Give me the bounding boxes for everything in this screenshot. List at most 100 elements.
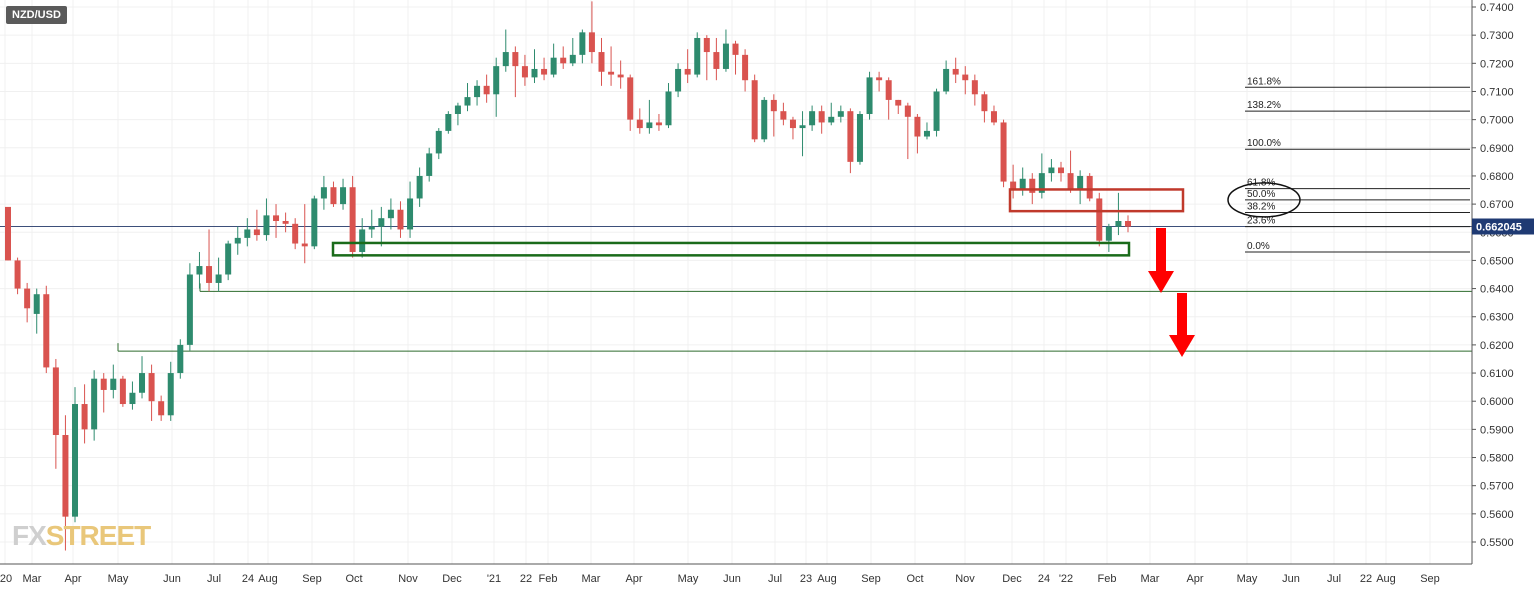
- candle-body: [368, 226, 375, 230]
- y-tick-label: 0.6400: [1480, 284, 1514, 296]
- fib-label: 138.2%: [1247, 100, 1281, 111]
- candle-body: [282, 221, 289, 224]
- x-tick-label: Oct: [345, 573, 362, 585]
- candle-body: [847, 111, 854, 162]
- candle-body: [923, 130, 930, 137]
- x-tick-label: May: [1237, 573, 1258, 585]
- fib-label: 23.6%: [1247, 216, 1275, 227]
- candle-body: [1038, 173, 1045, 193]
- candle-body: [665, 91, 672, 126]
- candle-body: [225, 243, 232, 275]
- candle-body: [761, 99, 768, 140]
- candle-body: [359, 229, 366, 252]
- candle-body: [62, 435, 69, 517]
- x-tick-label: 24: [242, 573, 254, 585]
- x-tick-label: Jun: [723, 573, 741, 585]
- x-tick-label: Apr: [64, 573, 81, 585]
- x-tick-label: Oct: [906, 573, 923, 585]
- candle-body: [1067, 173, 1074, 191]
- candle-body: [24, 288, 31, 309]
- candle-body: [684, 68, 691, 75]
- horizontal-levels: 161.8%138.2%100.0%61.8%50.0%38.2%23.6%0.…: [0, 76, 1472, 352]
- candle-body: [493, 66, 500, 95]
- x-tick-label: Nov: [398, 573, 418, 585]
- fib-label: 161.8%: [1247, 76, 1281, 87]
- candle-body: [14, 260, 21, 289]
- candle-body: [311, 198, 318, 247]
- fib-highlight-ellipse: [1227, 182, 1301, 218]
- candle-body: [1000, 122, 1007, 182]
- candle-body: [1105, 226, 1112, 241]
- candle-body: [416, 175, 423, 199]
- x-tick-label: Aug: [1376, 573, 1396, 585]
- y-tick-label: 0.7000: [1480, 115, 1514, 127]
- candle-body: [990, 111, 997, 123]
- candle-body: [177, 344, 184, 374]
- y-tick-label: 0.5800: [1480, 453, 1514, 465]
- candle-body: [119, 378, 126, 405]
- x-tick-label: Apr: [625, 573, 642, 585]
- candle-body: [148, 373, 155, 402]
- candle-body: [397, 209, 404, 230]
- x-tick-label: May: [108, 573, 129, 585]
- candle-body: [531, 68, 538, 78]
- x-tick-label: 22: [520, 573, 532, 585]
- x-tick-label: Jul: [1327, 573, 1341, 585]
- candle-body: [512, 52, 519, 67]
- x-tick-label: Mar: [23, 573, 42, 585]
- candle-body: [655, 122, 662, 126]
- candle-body: [426, 153, 433, 176]
- x-tick-label: Jun: [163, 573, 181, 585]
- candle-body: [273, 215, 280, 221]
- x-tick-label: Jun: [1282, 573, 1300, 585]
- candle-body: [598, 52, 605, 72]
- y-tick-label: 0.7200: [1480, 58, 1514, 70]
- x-tick-label: Feb: [539, 573, 558, 585]
- y-tick-label: 0.6100: [1480, 368, 1514, 380]
- candle-body: [933, 91, 940, 131]
- candle-body: [196, 266, 203, 275]
- candle-body: [541, 68, 548, 75]
- x-tick-label: Dec: [442, 573, 462, 585]
- candle-body: [617, 74, 624, 78]
- candle-body: [378, 218, 385, 227]
- candle-body: [474, 85, 481, 98]
- candle-body: [215, 274, 222, 283]
- candle-body: [579, 32, 586, 55]
- candle-body: [627, 77, 634, 120]
- x-tick-label: '21: [487, 573, 501, 585]
- candle-body: [244, 229, 251, 238]
- fxstreet-logo: FXSTREET: [12, 520, 151, 551]
- x-tick-label: Mar: [1141, 573, 1160, 585]
- candle-body: [1077, 175, 1084, 191]
- candle-body: [320, 187, 327, 199]
- candle-body: [292, 223, 299, 244]
- candle-body: [751, 80, 758, 140]
- x-tick-label: Dec: [1002, 573, 1022, 585]
- annotations: [331, 182, 1301, 357]
- candle-body: [110, 378, 117, 390]
- candle-body: [799, 125, 806, 129]
- x-tick-label: '22: [1059, 573, 1073, 585]
- candle-body: [407, 198, 414, 230]
- candle-body: [263, 215, 270, 236]
- candle-body: [895, 99, 902, 106]
- candle-body: [167, 373, 174, 416]
- y-tick-label: 0.6500: [1480, 255, 1514, 267]
- y-tick-label: 0.6700: [1480, 199, 1514, 211]
- candle-body: [52, 367, 59, 435]
- fib-label: 100.0%: [1247, 138, 1281, 149]
- candle-body: [330, 187, 337, 205]
- support-zone-box: [331, 241, 1131, 257]
- candle-body: [770, 99, 777, 112]
- candle-body: [809, 111, 816, 126]
- candle-body: [722, 43, 729, 69]
- candle-body: [1029, 178, 1036, 193]
- candle-body: [1019, 178, 1026, 191]
- candle-body: [301, 243, 308, 247]
- candle-body: [789, 119, 796, 129]
- candle-body: [713, 52, 720, 69]
- candle-body: [91, 378, 98, 430]
- candle-body: [502, 52, 509, 67]
